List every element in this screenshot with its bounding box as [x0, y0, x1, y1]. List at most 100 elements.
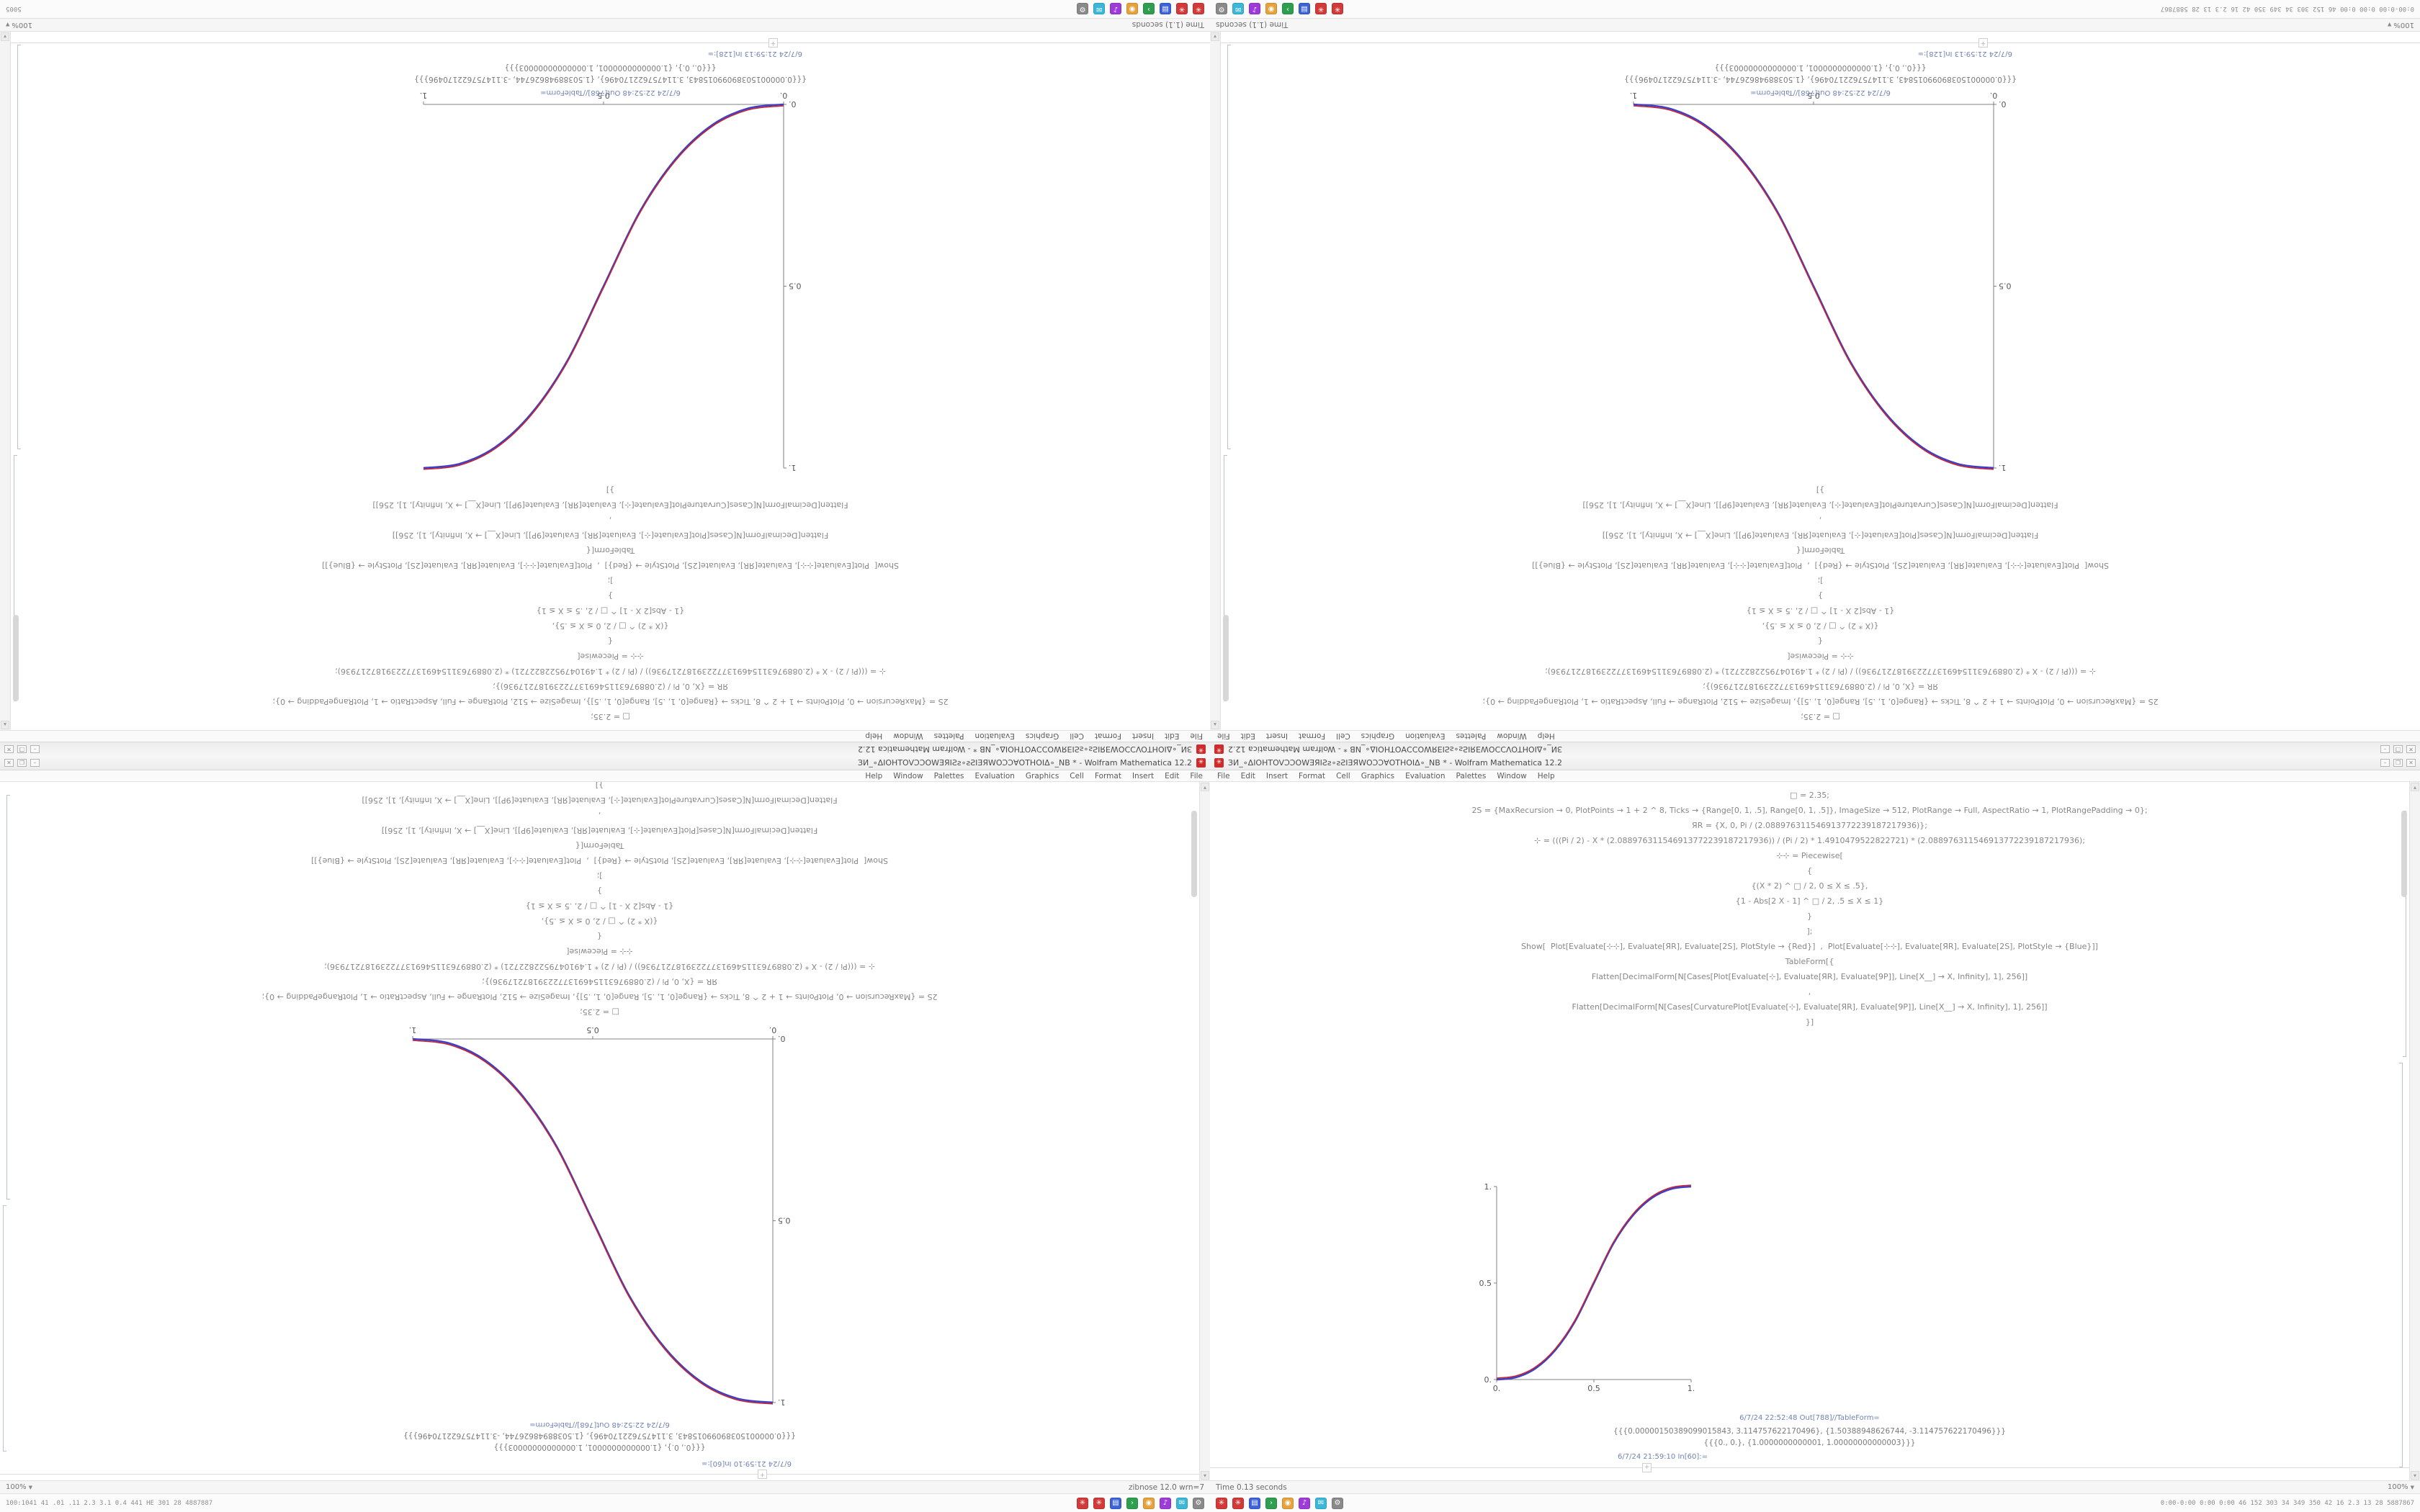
settings-icon[interactable]: ⚙ [1077, 3, 1088, 15]
menu-item-format[interactable]: Format [1094, 771, 1121, 780]
media-icon[interactable]: ♪ [1110, 3, 1121, 15]
magnification-value[interactable]: 100% [12, 21, 32, 29]
menu-item-format[interactable]: Format [1299, 732, 1326, 741]
cell-bracket[interactable] [6, 795, 10, 1200]
mail-icon[interactable]: ✉ [1315, 1497, 1327, 1509]
menu-item-help[interactable]: Help [865, 732, 883, 741]
scroll-down-icon[interactable]: ▾ [1211, 32, 1219, 41]
scroll-down-icon[interactable]: ▾ [1201, 1471, 1209, 1480]
menu-item-palettes[interactable]: Palettes [1456, 771, 1487, 780]
menu-item-edit[interactable]: Edit [1240, 732, 1255, 741]
magnification-value[interactable]: 100% [2388, 1483, 2408, 1491]
menu-item-format[interactable]: Format [1094, 732, 1121, 741]
save-document-icon[interactable]: ▤ [1160, 3, 1171, 15]
menu-item-graphics[interactable]: Graphics [1025, 771, 1059, 780]
minimize-button[interactable]: – [30, 745, 40, 753]
settings-icon[interactable]: ⚙ [1332, 1497, 1343, 1509]
save-document-icon[interactable]: ▤ [1299, 3, 1310, 15]
menu-item-help[interactable]: Help [1537, 732, 1555, 741]
media-icon[interactable]: ♪ [1160, 1497, 1171, 1509]
menu-item-help[interactable]: Help [1537, 771, 1555, 780]
terminal-icon[interactable]: › [1265, 1497, 1277, 1509]
terminal-icon[interactable]: › [1126, 1497, 1138, 1509]
scrollbar-track[interactable]: ▴ ▾ [1210, 32, 1221, 730]
cell-brackets[interactable] [1, 795, 10, 1452]
media-icon[interactable]: ♪ [1249, 3, 1260, 15]
cell-bracket[interactable] [3, 1205, 6, 1452]
magnification-control[interactable]: 100% ▼ [6, 21, 32, 29]
scrollbar-thumb[interactable] [13, 615, 19, 701]
menu-item-window[interactable]: Window [893, 732, 923, 741]
menu-item-palettes[interactable]: Palettes [933, 771, 964, 780]
menu-item-edit[interactable]: Edit [1240, 771, 1255, 780]
menu-item-window[interactable]: Window [1497, 732, 1527, 741]
menu-item-cell[interactable]: Cell [1336, 732, 1350, 741]
cell-insertion-rule[interactable] [1210, 1467, 2409, 1468]
window-titlebar[interactable]: ✳ ЗИ_∘ΔIOHTOVƆƆOWƎЯIƧƨ∘ƨƧIƎЯWOƆƆ∀OTHOIΔ∘… [0, 756, 1210, 770]
scrollbar-thumb[interactable] [1191, 811, 1197, 897]
scroll-down-icon[interactable]: ▾ [2411, 1471, 2419, 1480]
mail-icon[interactable]: ✉ [1176, 1497, 1188, 1509]
menu-item-graphics[interactable]: Graphics [1361, 771, 1395, 780]
menu-item-help[interactable]: Help [865, 771, 883, 780]
menu-item-format[interactable]: Format [1299, 771, 1326, 780]
scrollbar-track[interactable]: ▴ ▾ [1199, 782, 1210, 1480]
mathematica-icon[interactable]: ✳ [1077, 1497, 1088, 1509]
terminal-icon[interactable]: › [1143, 3, 1155, 15]
window-titlebar[interactable]: ✳ ЗИ_∘ΔIOHTOVƆƆOWƎЯIƧƨ∘ƨƧIƎЯWOƆƆ∀OTHOIΔ∘… [0, 742, 1210, 756]
magnification-control[interactable]: 100% ▼ [2388, 21, 2414, 29]
close-button[interactable]: ✕ [4, 745, 14, 753]
mail-icon[interactable]: ✉ [1232, 3, 1244, 15]
mathematica-icon[interactable]: ✳ [1093, 1497, 1105, 1509]
menu-item-file[interactable]: File [1190, 771, 1203, 780]
menu-item-window[interactable]: Window [893, 771, 923, 780]
input-cell-code[interactable]: □ = 2.35; 2S = {MaxRecursion → 0, PlotPoi… [11, 482, 1210, 724]
scroll-up-icon[interactable]: ▴ [1201, 783, 1209, 791]
mathematica-icon[interactable]: ✳ [1232, 1497, 1244, 1509]
menu-item-evaluation[interactable]: Evaluation [974, 732, 1015, 741]
input-cell-code[interactable]: □ = 2.35; 2S = {MaxRecursion → 0, PlotPoi… [0, 782, 1199, 1020]
minimize-button[interactable]: – [2380, 759, 2390, 767]
close-button[interactable]: ✕ [4, 759, 14, 767]
minimize-button[interactable]: – [30, 759, 40, 767]
magnification-control[interactable]: 100% ▼ [6, 1483, 32, 1491]
close-button[interactable]: ✕ [2406, 745, 2416, 753]
settings-icon[interactable]: ⚙ [1193, 1497, 1204, 1509]
cell-insertion-rule[interactable] [1221, 42, 2420, 43]
terminal-icon[interactable]: › [1282, 3, 1294, 15]
mail-icon[interactable]: ✉ [1093, 3, 1105, 15]
menu-item-file[interactable]: File [1217, 771, 1230, 780]
menu-item-insert[interactable]: Insert [1265, 732, 1289, 741]
cell-insert-plus-icon[interactable]: + [768, 38, 778, 48]
scrollbar-track[interactable]: ▴ ▾ [2409, 782, 2420, 1480]
menu-item-file[interactable]: File [1217, 732, 1230, 741]
cell-insert-plus-icon[interactable]: + [1978, 38, 1988, 48]
browser-icon[interactable]: ◉ [1265, 3, 1277, 15]
menu-item-evaluation[interactable]: Evaluation [974, 771, 1015, 780]
menu-item-palettes[interactable]: Palettes [933, 732, 964, 741]
cell-brackets[interactable] [12, 45, 21, 701]
input-cell-code[interactable]: □ = 2.35; 2S = {MaxRecursion → 0, PlotPoi… [1221, 482, 2420, 724]
menu-item-cell[interactable]: Cell [1070, 771, 1084, 780]
cell-bracket[interactable] [1227, 45, 1231, 449]
scroll-down-icon[interactable]: ▾ [1, 32, 9, 41]
browser-icon[interactable]: ◉ [1126, 3, 1138, 15]
menu-item-cell[interactable]: Cell [1070, 732, 1084, 741]
menu-item-graphics[interactable]: Graphics [1361, 732, 1395, 741]
menu-item-edit[interactable]: Edit [1165, 771, 1180, 780]
save-document-icon[interactable]: ▤ [1249, 1497, 1260, 1509]
menu-item-insert[interactable]: Insert [1265, 771, 1289, 780]
magnification-value[interactable]: 100% [6, 1483, 27, 1491]
menu-item-evaluation[interactable]: Evaluation [1405, 732, 1446, 741]
cell-brackets[interactable] [1222, 45, 1231, 701]
menu-item-graphics[interactable]: Graphics [1025, 732, 1059, 741]
window-titlebar[interactable]: ✳ ЗИ_∘ΔIOHTOVƆƆOWƎЯIƧƨ∘ƨƧIƎЯWOƆƆ∀OTHOIΔ∘… [1210, 742, 2420, 756]
window-titlebar[interactable]: ✳ ЗИ_∘ΔIOHTOVƆƆOWƎЯIƧƨ∘ƨƧIƎЯWOƆƆ∀OTHOIΔ∘… [1210, 756, 2420, 770]
input-cell-code[interactable]: □ = 2.35; 2S = {MaxRecursion → 0, PlotPoi… [1210, 788, 2409, 1030]
maximize-button[interactable]: ❐ [2393, 745, 2403, 753]
close-button[interactable]: ✕ [2406, 759, 2416, 767]
cell-insert-plus-icon[interactable]: + [758, 1470, 767, 1479]
cell-bracket[interactable] [17, 45, 21, 449]
menu-item-file[interactable]: File [1190, 732, 1203, 741]
scrollbar-track[interactable]: ▴ ▾ [0, 32, 11, 730]
